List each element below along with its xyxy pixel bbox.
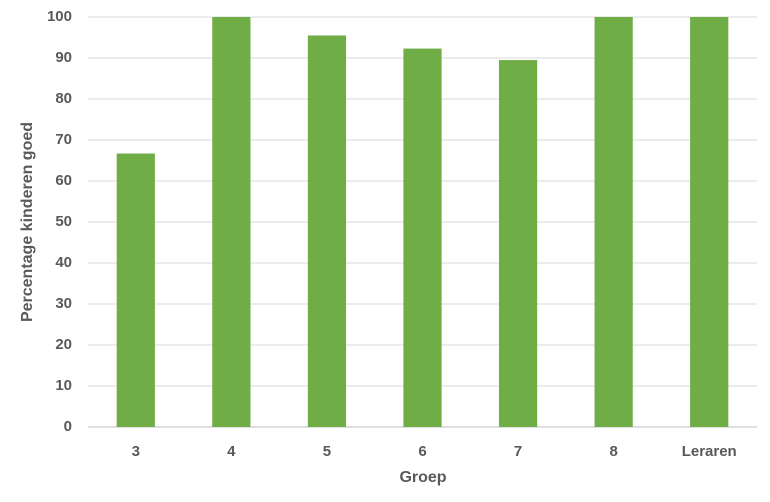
x-tick-label: 8 [609, 443, 617, 460]
y-tick-label: 40 [55, 254, 72, 271]
y-tick-label: 70 [55, 131, 72, 148]
x-tick-label: 7 [514, 443, 522, 460]
bar [403, 48, 442, 427]
x-axis-title: Groep [399, 469, 446, 486]
y-tick-label: 100 [47, 8, 72, 25]
x-tick-label: 4 [227, 443, 236, 460]
y-tick-label: 0 [64, 418, 72, 435]
y-tick-label: 50 [55, 213, 72, 230]
y-tick-label: 90 [55, 49, 72, 66]
bar [116, 153, 155, 427]
bar [594, 17, 633, 427]
bar [212, 17, 251, 427]
y-tick-label: 80 [55, 90, 72, 107]
y-tick-label: 20 [55, 336, 72, 353]
y-tick-label: 60 [55, 172, 72, 189]
bar [498, 60, 538, 428]
bar [690, 17, 729, 427]
x-tick-label: 6 [418, 443, 426, 460]
y-axis-title: Percentage kinderen goed [19, 122, 36, 322]
y-tick-label: 10 [55, 377, 72, 394]
x-tick-label: 3 [132, 443, 140, 460]
x-tick-label: 5 [323, 443, 331, 460]
bar [307, 35, 347, 427]
y-tick-label: 30 [55, 295, 72, 312]
x-tick-label: Leraren [682, 443, 737, 460]
